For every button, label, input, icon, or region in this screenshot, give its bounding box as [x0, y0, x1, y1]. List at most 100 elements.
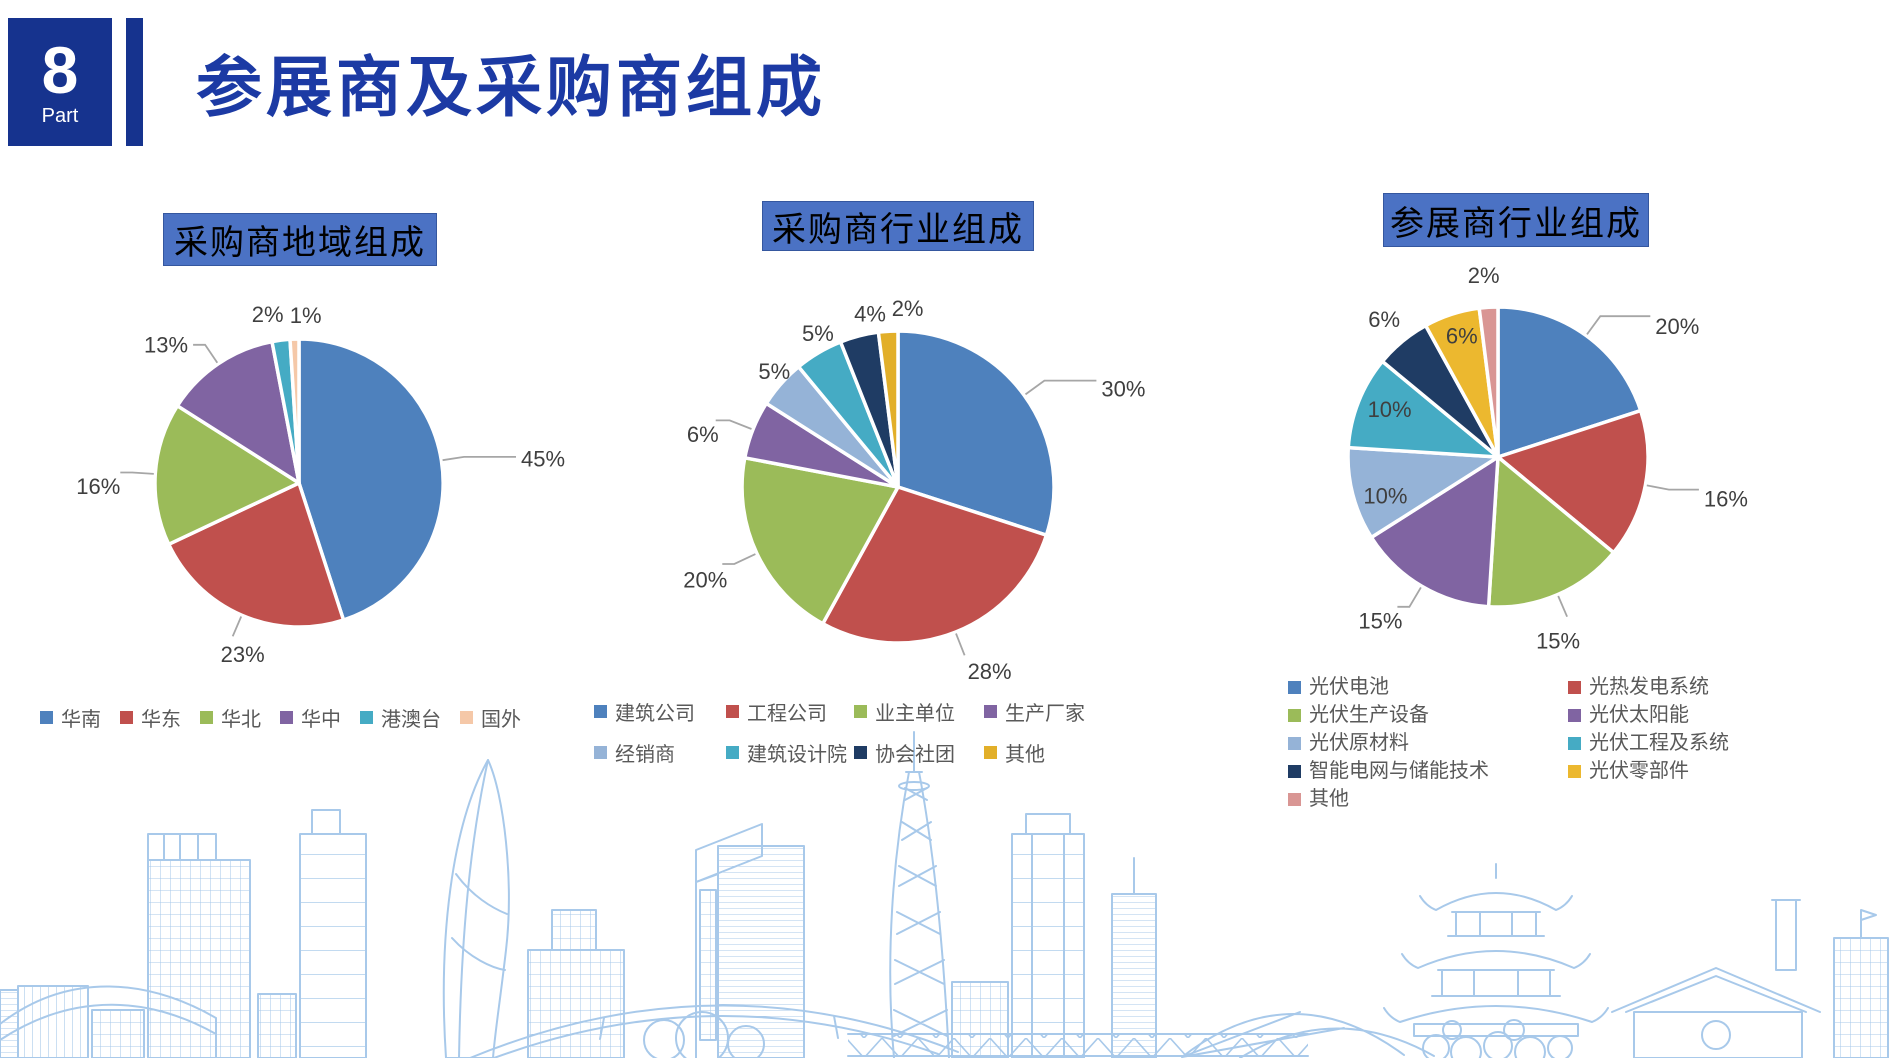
- chart-title-buyer-industry: 采购商行业组成: [762, 201, 1034, 251]
- legend-item: 协会社团: [854, 738, 984, 767]
- pie-percent-label: 1%: [290, 303, 322, 328]
- legend-swatch: [1288, 765, 1301, 778]
- legend-swatch: [594, 746, 607, 759]
- pie-percent-label: 13%: [144, 333, 188, 358]
- legend-item: 华中: [280, 703, 341, 732]
- legend-label: 建筑公司: [615, 703, 695, 725]
- pie-slice: [876, 329, 900, 489]
- legend-label: 光伏工程及系统: [1589, 732, 1729, 754]
- pie-percent-label: 6%: [687, 422, 719, 447]
- legend-label: 港澳台: [381, 709, 441, 731]
- legend-exhibitor-industry: 光伏电池 光热发电系统 光伏生产设备 光伏太阳能光伏原材料 光伏工程及系统智能电网与储能…: [1288, 676, 1788, 811]
- pie-percent-label: 6%: [1446, 323, 1478, 348]
- legend-swatch: [854, 705, 867, 718]
- legend-item: 光伏零部件: [1568, 760, 1788, 783]
- legend-item: 光热发电系统: [1568, 676, 1788, 699]
- legend-label: 经销商: [615, 744, 675, 766]
- legend-swatch: [1288, 709, 1301, 722]
- pie-slice: [297, 337, 445, 622]
- pie-percent-label: 2%: [1468, 263, 1500, 288]
- skyline-group: [0, 731, 1889, 1058]
- label-leader-line: [722, 553, 756, 565]
- pie-percent-label: 16%: [1704, 486, 1748, 511]
- label-leader-line: [193, 343, 219, 364]
- legend-item: 国外: [460, 703, 521, 732]
- label-leader-line: [1586, 315, 1651, 335]
- legend-item: 光伏生产设备: [1288, 704, 1568, 727]
- pie-percent-label: 15%: [1358, 609, 1402, 634]
- legend-item: 光伏太阳能: [1568, 704, 1788, 727]
- legend-label: 智能电网与储能技术: [1309, 760, 1489, 782]
- pie-slice: [1496, 408, 1650, 555]
- chart-title-buyer-region: 采购商地域组成: [163, 213, 437, 266]
- pie-percent-label: 4%: [854, 301, 886, 326]
- label-leader-line: [715, 419, 752, 430]
- legend-item: 华北: [200, 703, 261, 732]
- legend-swatch: [460, 711, 473, 724]
- label-leader-line: [120, 471, 154, 475]
- pie-percent-label: 15%: [1536, 628, 1580, 653]
- legend-label: 工程公司: [747, 703, 827, 725]
- part-label: Part: [41, 105, 79, 127]
- legend-swatch: [120, 711, 133, 724]
- pie-slice: [166, 481, 346, 629]
- legend-label: 建筑设计院: [747, 744, 847, 766]
- part-number-badge: 8 Part: [8, 18, 112, 146]
- legend-buyer-region: 华南 华东 华北 华中 港澳台 国外: [40, 703, 521, 732]
- legend-swatch: [1288, 681, 1301, 694]
- city-skyline-art: [0, 731, 1889, 1058]
- legend-item: 华东: [120, 703, 181, 732]
- legend-label: 华中: [301, 709, 341, 731]
- legend-label: 业主单位: [875, 703, 955, 725]
- legend-item: 光伏电池: [1288, 676, 1568, 699]
- pie-percent-label: 28%: [968, 659, 1012, 684]
- legend-label: 其他: [1005, 744, 1045, 766]
- chart-title-exhibitor-industry: 参展商行业组成: [1383, 193, 1649, 247]
- legend-label: 光伏原材料: [1309, 732, 1409, 754]
- legend-swatch: [280, 711, 293, 724]
- legend-label: 光伏太阳能: [1589, 704, 1689, 726]
- pie-slice: [740, 456, 900, 626]
- legend-swatch: [40, 711, 53, 724]
- pie-slice: [1346, 445, 1500, 540]
- legend-item: 光伏工程及系统: [1568, 732, 1788, 755]
- label-leader-line: [1557, 595, 1568, 618]
- part-number: 8: [41, 33, 79, 107]
- legend-label: 华东: [141, 709, 181, 731]
- pie-percent-label: 45%: [521, 447, 565, 472]
- pie-percent-label: 16%: [76, 474, 120, 499]
- pie-slice: [821, 485, 1049, 645]
- pie-percent-label: 20%: [1655, 314, 1699, 339]
- legend-swatch: [1568, 765, 1581, 778]
- pie-percent-label: 6%: [1368, 307, 1400, 332]
- pie-slice: [1477, 305, 1500, 459]
- pie-chart-0: 45% 23% 16% 13% 2% 1%: [76, 302, 565, 667]
- legend-item: 工程公司: [726, 697, 854, 726]
- legend-swatch: [1568, 681, 1581, 694]
- label-leader-line: [1024, 379, 1097, 396]
- pie-percent-label: 30%: [1101, 376, 1145, 401]
- legend-swatch: [984, 746, 997, 759]
- legend-label: 光热发电系统: [1589, 676, 1709, 698]
- legend-item: 建筑公司: [594, 697, 726, 726]
- legend-swatch: [854, 746, 867, 759]
- pie-slice: [1486, 455, 1616, 609]
- label-leader-line: [955, 633, 966, 656]
- legend-label: 华南: [61, 709, 101, 731]
- legend-swatch: [726, 705, 739, 718]
- page-title: 参展商及采购商组成: [196, 50, 826, 124]
- legend-item: 光伏原材料: [1288, 732, 1568, 755]
- pie-slice: [1369, 455, 1500, 609]
- pie-percent-label: 2%: [892, 296, 924, 321]
- pie-slice: [153, 404, 301, 547]
- pie-slice: [896, 329, 1056, 537]
- header-accent-bar: [126, 18, 143, 146]
- legend-swatch: [726, 746, 739, 759]
- legend-label: 华北: [221, 709, 261, 731]
- legend-item: 建筑设计院: [726, 738, 854, 767]
- label-leader-line: [1646, 484, 1699, 491]
- pie-slice: [1496, 305, 1643, 459]
- pie-percent-label: 23%: [221, 642, 265, 667]
